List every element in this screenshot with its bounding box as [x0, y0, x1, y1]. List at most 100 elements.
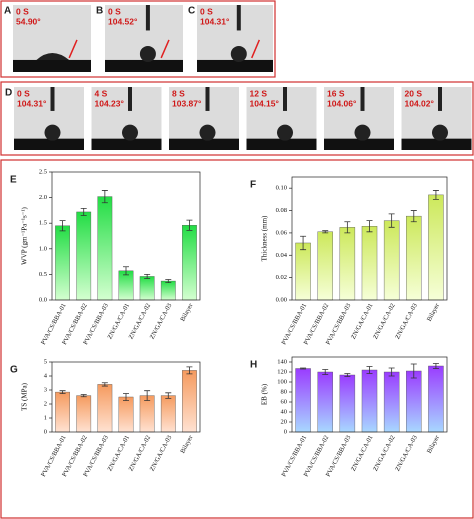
error-bar: [388, 367, 395, 377]
needle: [236, 5, 241, 31]
error-bar: [322, 230, 329, 234]
bar: [361, 369, 378, 433]
droplet: [354, 124, 371, 141]
error-bar: [80, 394, 87, 398]
y-tick-label: 0.5: [39, 271, 47, 278]
bar: [339, 227, 356, 301]
photo-time: 0 S: [17, 88, 30, 98]
substrate: [91, 138, 162, 150]
y-tick-label: 0.08: [276, 207, 287, 214]
error-bar: [366, 220, 373, 233]
needle: [128, 87, 132, 111]
bar: [55, 225, 70, 301]
bar: [55, 391, 70, 433]
photo-time: 12 S: [250, 88, 268, 98]
needle: [438, 87, 442, 111]
bar: [428, 194, 444, 301]
substrate: [324, 138, 394, 150]
panel-label: E: [10, 175, 17, 186]
droplet: [199, 124, 216, 141]
photo-time: 8 S: [172, 88, 185, 98]
y-tick-label: 1: [44, 414, 47, 421]
needle: [360, 87, 365, 111]
bar: [383, 220, 400, 301]
error-bar: [186, 219, 193, 231]
panel-label: A: [4, 6, 11, 17]
error-bar: [366, 366, 373, 374]
x-tick-label: ZN/GA/CA-03: [394, 434, 419, 472]
photo-angle: 104.31°: [17, 98, 47, 108]
y-tick-label: 3: [44, 386, 47, 393]
error-bar: [344, 373, 351, 377]
y-tick-label: 40: [281, 408, 288, 415]
droplet: [139, 45, 156, 62]
needle: [283, 87, 287, 111]
panel-label: H: [250, 360, 257, 371]
photo-angle: 104.31°: [200, 16, 230, 26]
photo-angle: 104.52°: [108, 16, 138, 26]
droplet: [277, 124, 293, 141]
error-bar: [388, 213, 395, 228]
x-tick-label: ZN/GA/CA-01: [350, 434, 375, 472]
error-bar: [123, 266, 129, 276]
error-bar: [101, 190, 108, 204]
y-tick-label: 2.0: [39, 194, 47, 201]
x-tick-label: Bilayer: [179, 434, 195, 455]
angle-pointer: [68, 39, 78, 59]
photo-angle: 54.90°: [16, 16, 41, 26]
error-bar: [344, 221, 351, 234]
photo-time: 16 S: [327, 88, 345, 98]
frame-abc: [0, 0, 276, 78]
error-bar: [101, 382, 108, 387]
x-tick-label: PVA/CS/BBA-03: [325, 302, 353, 346]
x-tick-label: ZN/GA/CA-01: [106, 434, 131, 472]
y-tick-label: 0.10: [276, 185, 287, 192]
bar: [139, 395, 155, 433]
y-tick-label: 80: [281, 388, 288, 395]
error-bar: [186, 366, 193, 375]
error-bar: [432, 190, 439, 200]
error-bar: [322, 369, 329, 375]
bar: [383, 371, 400, 433]
charts: PVA/CS/BBA-01PVA/CS/BBA-02PVA/CS/BBA-03Z…: [10, 168, 448, 478]
y-tick-label: 0: [44, 428, 47, 435]
y-tick-label: 0.0: [39, 296, 47, 303]
x-tick-label: ZN/GA/CA-02: [372, 434, 397, 472]
y-axis-label: WVP (gm⁻¹Pa⁻¹s⁻¹): [21, 206, 29, 264]
y-tick-label: 1.0: [39, 245, 47, 252]
photo-angle: 104.02°: [405, 98, 435, 108]
droplet: [44, 124, 61, 141]
bar: [76, 395, 92, 433]
y-tick-label: 5: [44, 358, 47, 365]
bar: [339, 374, 356, 433]
bar: [160, 395, 176, 433]
error-bar: [80, 207, 87, 216]
droplet: [36, 52, 70, 60]
y-tick-label: 0.00: [276, 296, 287, 303]
y-tick-label: 2.5: [39, 168, 47, 175]
substrate: [401, 138, 472, 150]
bar: [406, 370, 422, 433]
chart: PVA/CS/BBA-01PVA/CS/BBA-02PVA/CS/BBA-03Z…: [250, 176, 448, 346]
y-tick-label: 100: [277, 378, 287, 385]
substrate: [105, 59, 183, 72]
photo-time: 0 S: [200, 6, 213, 16]
x-tick-label: ZN/GA/CA-01: [350, 302, 375, 340]
error-bar: [432, 363, 439, 369]
droplet: [122, 124, 138, 141]
bar: [160, 280, 176, 301]
bar: [182, 225, 197, 301]
bar: [295, 242, 311, 301]
frame-d: [0, 81, 474, 156]
substrate: [14, 138, 84, 150]
x-tick-label: ZN/GA/CA-03: [149, 302, 174, 340]
angle-pointer: [160, 39, 170, 59]
chart: PVA/CS/BBA-01PVA/CS/BBA-02PVA/CS/BBA-03Z…: [10, 168, 201, 346]
error-bar: [59, 220, 66, 232]
photo-angle: 104.15°: [250, 98, 280, 108]
photo-time: 0 S: [16, 6, 29, 16]
bar: [317, 231, 333, 301]
panel-label: G: [10, 365, 18, 376]
bar: [406, 215, 422, 301]
x-tick-label: Bilayer: [426, 302, 442, 323]
